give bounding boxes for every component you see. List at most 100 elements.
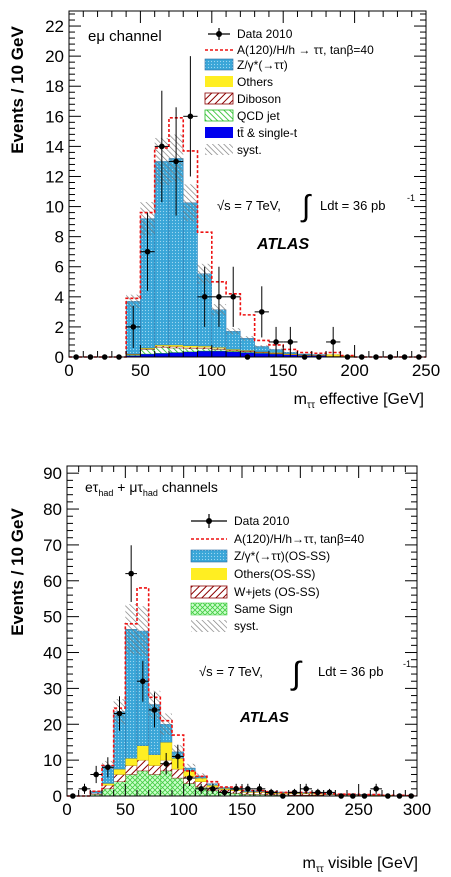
data-point (268, 326, 284, 357)
bar-samesign (148, 774, 161, 797)
x-ticks: 0 50 100 150 200 250 300 (62, 466, 431, 819)
legend-label: Z/γ*(→ττ) (237, 58, 288, 72)
bar-others (168, 344, 184, 347)
x-tick-label: 300 (403, 800, 431, 819)
legend-signal: A(120)/H/h → ττ, tanβ=40 (205, 43, 374, 57)
syst-band (297, 353, 312, 355)
bar-samesign (113, 781, 126, 797)
bar-others (101, 783, 114, 786)
syst-band (218, 786, 231, 789)
plot-frame (68, 10, 427, 358)
plot-area: 0 50 100 150 200 250 0 2 4 6 8 10 12 14 16 18 20 22 (45, 10, 440, 380)
y-tick-label: 10 (45, 198, 64, 217)
y-tick-label: 20 (43, 715, 62, 734)
legend-signal: A(120)/H/h→ττ, tanβ=40 (191, 532, 364, 546)
y-tick-label: 20 (45, 47, 64, 66)
data-point (183, 56, 198, 177)
data-point (197, 266, 212, 327)
legend-label: syst. (237, 143, 262, 157)
bar-diboson (197, 347, 213, 349)
legend-wjets: W+jets (OS-SS) (190, 585, 320, 599)
legend-others: Others (205, 75, 273, 89)
bar-wjets (113, 774, 126, 782)
legend-label: Data 2010 (234, 514, 290, 528)
chart-panel-bottom: Events / 10 GeV 0 50 100 150 200 250 300 0 10 20… (8, 464, 431, 875)
data-point (183, 770, 196, 786)
legend-label: syst. (234, 619, 259, 633)
legend-label: Same Sign (234, 602, 293, 616)
lumi-sup: -1 (403, 659, 411, 669)
legend: Data 2010 A(120)/H/h→ττ, tanβ=40 Z/γ*(→τ… (190, 514, 364, 633)
bar-wjets (171, 768, 184, 779)
chart-panel-top: Events / 10 GeV 0 50 100 150 200 250 0 2 4 6 8 10 1… (8, 10, 440, 411)
x-tick-label: 200 (286, 800, 314, 819)
bar-diboson (168, 346, 184, 349)
bar-others (136, 745, 149, 761)
bar-diboson (183, 347, 198, 349)
y-ticks: 0 2 4 6 8 10 12 14 16 18 20 22 (45, 13, 426, 367)
bar-samesign (125, 774, 138, 797)
stacked-histogram (125, 158, 355, 358)
bar-samesign (160, 770, 173, 797)
energy-label: √s = 7 TeV, (199, 664, 263, 679)
y-tick-label: 90 (43, 464, 62, 483)
bar-qcd (211, 349, 227, 352)
y-tick-label: 22 (45, 17, 64, 36)
syst-band (125, 604, 137, 655)
bar-others (113, 768, 126, 775)
syst-band (226, 328, 241, 335)
data-point (90, 765, 102, 784)
bar-ttbar (183, 351, 198, 358)
x-tick-label: 50 (116, 800, 135, 819)
data-point (172, 744, 184, 769)
bar-qcd (154, 347, 170, 354)
y-tick-label: 4 (55, 288, 64, 307)
data-point (242, 783, 254, 794)
legend-data: Data 2010 (191, 514, 290, 528)
data-point (226, 266, 241, 327)
energy-label: √s = 7 TeV, (217, 198, 281, 213)
x-axis-label: mττ effective [GeV] (294, 391, 424, 411)
y-tick-label: 70 (43, 536, 62, 555)
bar-ztautau (183, 202, 198, 346)
legend-label: Z/γ*(→ττ)(OS-SS) (234, 549, 330, 563)
data-point (154, 90, 169, 203)
lumi-label: Ldt = 36 pb (318, 664, 383, 679)
y-tick-label: 12 (45, 167, 64, 186)
data-point (78, 783, 91, 794)
bar-qcd (168, 347, 184, 353)
signal-curve (69, 117, 426, 358)
x-tick-label: 50 (131, 361, 150, 380)
signal-line (69, 117, 426, 358)
data-point (230, 783, 242, 794)
x-tick-label: 250 (412, 361, 440, 380)
data-point (137, 660, 149, 702)
energy-lumi-label: √s = 7 TeV, ∫ Ldt = 36 pb -1 (199, 655, 411, 691)
y-tick-label: 60 (43, 572, 62, 591)
syst-band (277, 791, 289, 793)
x-tick-label: 150 (269, 361, 297, 380)
legend-diboson: Diboson (204, 92, 281, 106)
x-tick-label: 0 (62, 800, 71, 819)
data-point (125, 545, 137, 602)
bar-others (183, 345, 198, 348)
bar-wjets (148, 765, 161, 775)
legend-others: Others(OS-SS) (191, 567, 315, 581)
data-point (160, 752, 172, 775)
atlas-label: ATLAS (239, 709, 289, 726)
x-tick-label: 100 (198, 361, 226, 380)
integral-sign: ∫ (290, 655, 303, 691)
syst-band (183, 184, 198, 222)
data-point (283, 326, 298, 357)
x-tick-label: 150 (228, 800, 256, 819)
data-point (168, 107, 184, 216)
y-tick-label: 0 (55, 348, 64, 367)
x-tick-label: 100 (169, 800, 197, 819)
x-tick-label: 0 (64, 361, 73, 380)
x-ticks: 0 50 100 150 200 250 (64, 11, 440, 380)
data-point (211, 266, 227, 327)
syst-band (240, 336, 255, 341)
data-point (323, 788, 336, 796)
data-point (253, 783, 266, 794)
